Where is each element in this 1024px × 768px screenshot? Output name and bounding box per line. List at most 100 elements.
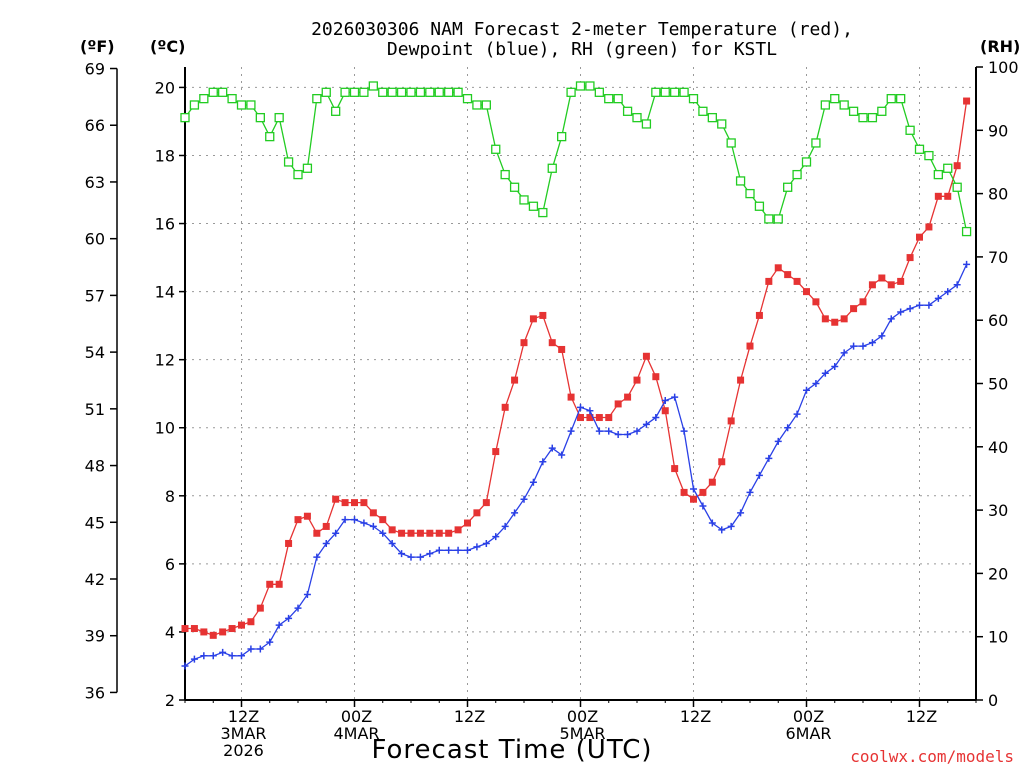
rh-point: [425, 87, 435, 97]
temperature-point: [708, 478, 716, 486]
chart-title-line-2: Dewpoint (blue), RH (green) for KSTL: [387, 39, 777, 60]
temperature-point: [426, 529, 434, 537]
dewpoint-point: [520, 495, 528, 503]
dewpoint-point: [473, 543, 481, 551]
x-tick-label: 00Z: [341, 707, 372, 726]
temperature-line: [185, 100, 968, 636]
temperature-point: [859, 298, 867, 306]
rh-tick-label: 0: [988, 691, 998, 710]
temperature-point: [661, 407, 669, 415]
rh-point: [293, 169, 303, 180]
rh-point: [547, 163, 557, 173]
temperature-point: [793, 277, 801, 285]
dewpoint-point: [906, 305, 914, 313]
celsius-tick-label: 14: [155, 283, 175, 302]
rh-tick-label: 100: [988, 58, 1019, 77]
dewpoint-point: [944, 288, 952, 296]
rh-point: [924, 150, 934, 161]
dewpoint-point: [200, 652, 208, 660]
rh-tick-label: 70: [988, 248, 1008, 267]
dewpoint-point: [652, 414, 660, 422]
temperature-point: [614, 400, 622, 408]
temperature-point: [803, 288, 810, 296]
temperature-point: [256, 604, 264, 612]
temperature-point: [511, 376, 519, 384]
rh-point: [538, 207, 548, 218]
dewpoint-point: [595, 427, 603, 435]
temperature-point: [360, 499, 368, 507]
x-tick-label: 12Z: [680, 707, 711, 726]
dewpoint-point: [219, 648, 227, 656]
rh-point: [839, 100, 849, 110]
rh-point: [396, 87, 407, 97]
temperature-point: [953, 162, 961, 170]
dewpoint-point: [821, 369, 829, 377]
dewpoint-point: [464, 546, 471, 554]
temperature-point: [558, 345, 566, 353]
rh-point: [557, 131, 567, 142]
rh-point: [331, 106, 341, 116]
temperature-point: [897, 277, 905, 285]
rh-point: [368, 81, 378, 91]
dewpoint-point: [953, 281, 961, 289]
dewpoint-point: [548, 444, 556, 452]
rh-point: [472, 100, 482, 110]
temperature-point: [181, 625, 189, 633]
rh-point: [651, 87, 661, 97]
dewpoint-point: [727, 522, 735, 530]
fahrenheit-tick-label: 36: [85, 683, 105, 702]
temperature-point: [868, 281, 876, 289]
rh-point: [585, 81, 595, 91]
temperature-point: [577, 414, 584, 422]
temperature-point: [925, 223, 933, 231]
celsius-tick-label: 20: [155, 78, 175, 97]
rh-point: [764, 214, 774, 224]
dewpoint-point: [511, 509, 519, 517]
celsius-tick-label: 8: [165, 487, 175, 506]
fahrenheit-tick-label: 69: [85, 60, 105, 79]
temperature-point: [671, 465, 679, 473]
temperature-point: [821, 315, 829, 323]
temperature-point: [878, 274, 886, 282]
dewpoint-point: [916, 301, 923, 309]
temperature-point: [351, 499, 358, 507]
x-tick-label: 6MAR: [785, 724, 831, 743]
rh-point: [199, 94, 209, 104]
rh-point: [255, 112, 265, 123]
x-tick-label: 12Z: [454, 707, 485, 726]
fahrenheit-tick-label: 66: [85, 116, 105, 135]
rh-point: [283, 157, 294, 167]
dewpoint-point: [209, 652, 217, 660]
dewpoint-point: [332, 529, 340, 537]
rh-point: [321, 87, 331, 97]
dewpoint-point: [737, 509, 745, 517]
dewpoint-point: [285, 614, 293, 622]
rh-point: [726, 138, 736, 148]
dewpoint-point: [454, 546, 462, 554]
temperature-point: [416, 529, 424, 537]
x-tick-label: 5MAR: [559, 724, 605, 743]
temperature-point: [294, 516, 302, 524]
fahrenheit-tick-label: 63: [85, 173, 105, 192]
temperature-point: [379, 516, 387, 524]
rh-axis-unit: (RH): [980, 37, 1020, 56]
temperature-point: [454, 526, 462, 534]
x-tick-label: 4MAR: [333, 724, 379, 743]
rh-tick-label: 20: [988, 564, 1008, 583]
rh-point: [754, 201, 765, 211]
rh-point: [622, 106, 633, 116]
rh-point: [660, 87, 670, 97]
dewpoint-point: [840, 349, 848, 357]
rh-point: [359, 87, 369, 97]
temperature-point: [322, 522, 330, 530]
rh-point: [707, 112, 717, 123]
temperature-point: [247, 618, 255, 626]
dewpoint-point: [369, 522, 377, 530]
rh-point: [180, 112, 190, 123]
rh-point: [340, 87, 350, 97]
rh-point: [867, 112, 878, 123]
celsius-tick-label: 12: [155, 351, 175, 370]
temperature-point: [520, 339, 528, 347]
temperature-point: [369, 509, 377, 517]
